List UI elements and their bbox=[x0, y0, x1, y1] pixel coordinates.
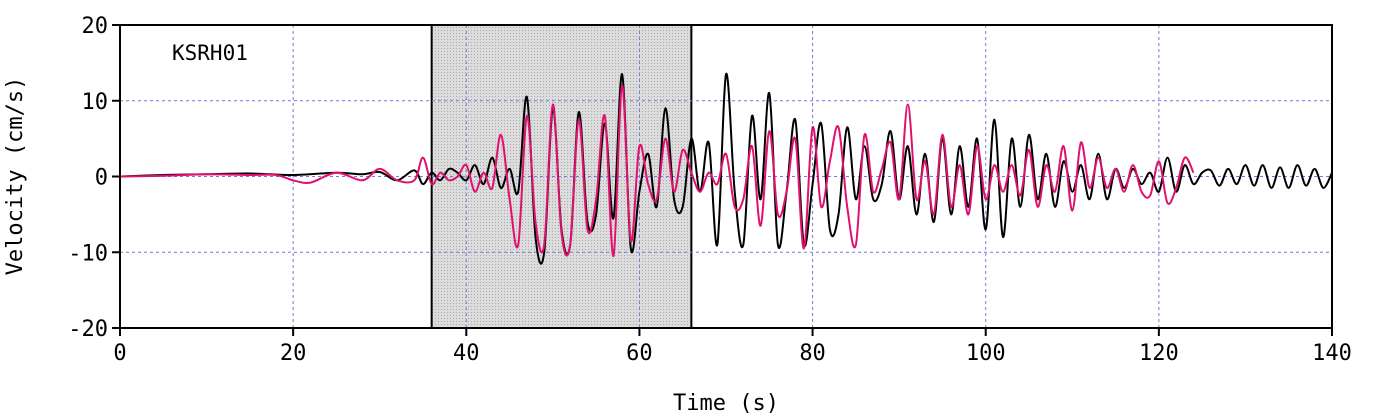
station-label: KSRH01 bbox=[172, 41, 248, 65]
x-tick-label: 40 bbox=[453, 341, 480, 366]
x-axis-label: Time (s) bbox=[673, 391, 779, 416]
y-tick-label: 10 bbox=[82, 90, 109, 115]
y-axis-label: Velocity (cm/s) bbox=[3, 77, 28, 276]
y-tick-label: 0 bbox=[95, 166, 108, 191]
y-tick-layer: 20 10 0 -10 -20 bbox=[68, 14, 120, 342]
x-tick-label: 100 bbox=[966, 341, 1006, 366]
x-tick-layer: 0 20 40 60 80 100 120 140 bbox=[113, 328, 1352, 366]
x-tick-label: 120 bbox=[1139, 341, 1179, 366]
y-tick-label: 20 bbox=[82, 14, 109, 39]
x-tick-label: 60 bbox=[626, 341, 653, 366]
x-tick-label: 80 bbox=[799, 341, 826, 366]
x-tick-label: 20 bbox=[280, 341, 307, 366]
series-line-0 bbox=[119, 73, 1333, 265]
series-line-1 bbox=[119, 84, 1195, 258]
x-tick-label: 0 bbox=[113, 341, 126, 366]
y-tick-label: -10 bbox=[68, 241, 108, 266]
y-tick-label: -20 bbox=[68, 317, 108, 342]
series-layer bbox=[119, 73, 1333, 265]
x-tick-label: 140 bbox=[1312, 341, 1352, 366]
